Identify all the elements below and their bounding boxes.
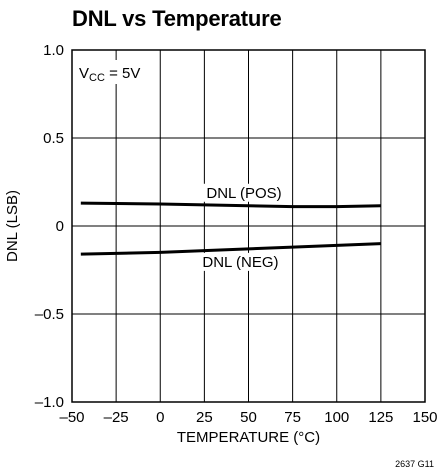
series-layer: DNL (POS) DNL (NEG) [80, 183, 381, 271]
y-tick-label: –1.0 [35, 394, 64, 411]
series-label-background [199, 252, 280, 271]
x-tick-label: 0 [156, 409, 164, 426]
figure-id: 2637 G11 [395, 459, 434, 469]
series-label: DNL (POS) [206, 185, 281, 202]
condition-label-subscript: CC [89, 72, 105, 84]
condition-label-main: V [79, 65, 89, 82]
x-tick-label: 25 [196, 409, 213, 426]
condition-label-background [74, 60, 154, 84]
x-tick-label: 150 [412, 409, 437, 426]
grid [71, 49, 426, 403]
y-axis-label: DNL (LSB) [4, 190, 21, 262]
x-axis-label: TEMPERATURE (°C) [177, 429, 320, 446]
x-tick-label: –50 [59, 409, 84, 426]
tick-labels: –50 –25 0 25 50 75 100 125 150 –1.0 –0.5 0 0.5 1.0 [35, 42, 438, 426]
series-line-0 [80, 201, 381, 209]
y-tick-label: 1.0 [43, 42, 64, 59]
series-label-background [203, 183, 284, 202]
y-tick-label: 0.5 [43, 130, 64, 147]
x-tick-label: 75 [284, 409, 301, 426]
y-tick-label: 0 [56, 218, 64, 235]
series-label: DNL (NEG) [202, 254, 278, 271]
condition-label: VCC = 5V [79, 65, 140, 84]
x-tick-label: 50 [240, 409, 257, 426]
series-line-1 [80, 242, 381, 256]
condition-label-rest: = 5V [105, 65, 140, 82]
chart-title: DNL vs Temperature [72, 6, 282, 31]
x-tick-label: 125 [368, 409, 393, 426]
plot-frame [71, 49, 426, 403]
x-tick-label: –25 [104, 409, 129, 426]
y-tick-label: –0.5 [35, 306, 64, 323]
x-tick-label: 100 [324, 409, 349, 426]
